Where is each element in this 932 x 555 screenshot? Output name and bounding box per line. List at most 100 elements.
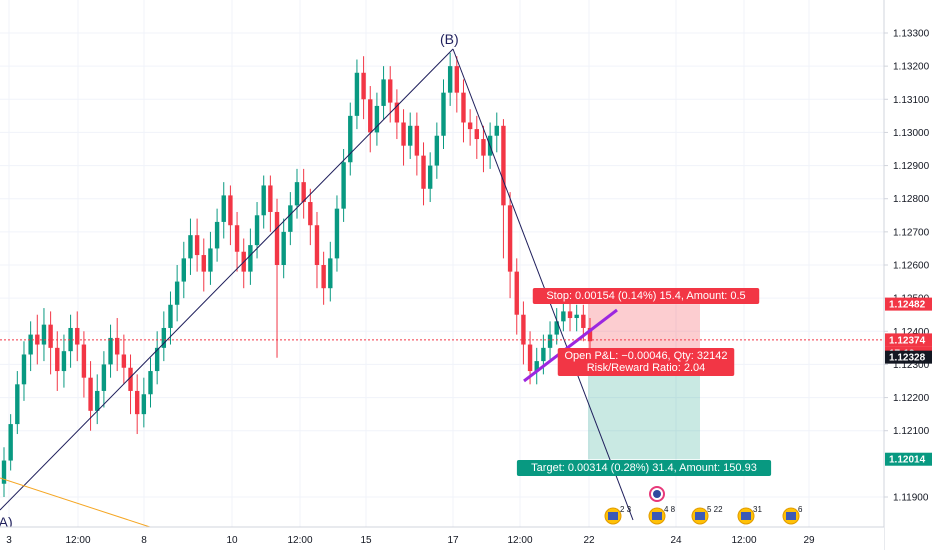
price-axis[interactable]: 1.13300 1.13200 1.13100 1.13000 1.12900 1.128… <box>883 0 932 550</box>
wave-label-a: (A) <box>0 514 13 530</box>
candle <box>474 115 479 159</box>
candle-body <box>101 364 107 391</box>
x-tick-label: 3 <box>6 535 12 546</box>
candle-body <box>541 347 546 362</box>
x-tick-label: 24 <box>670 535 682 546</box>
candle-body <box>521 314 526 345</box>
candle <box>268 175 273 232</box>
candle-body <box>301 182 306 203</box>
x-tick-label: 12:00 <box>287 535 312 546</box>
x-tick-label: 15 <box>360 535 372 546</box>
candle <box>547 321 553 362</box>
label-text: Open P&L: −0.00046, Qty: 32142 <box>565 350 728 362</box>
candle-body <box>88 377 93 411</box>
candle-body <box>148 371 153 395</box>
candle <box>248 228 253 285</box>
candle-body <box>194 235 200 256</box>
event-flag: 2 3 <box>604 505 632 525</box>
candle <box>274 198 280 358</box>
candle <box>168 291 173 345</box>
candle-body <box>461 92 466 123</box>
candle-body <box>21 354 27 385</box>
candle <box>101 351 107 408</box>
candle <box>334 195 340 272</box>
candle <box>88 361 93 431</box>
candle-body <box>55 347 60 372</box>
event-count: 2 3 <box>620 505 632 514</box>
candle-body <box>361 72 366 100</box>
y-tick-label: 1.13200 <box>893 62 930 73</box>
y-tick-label: 1.12800 <box>893 194 930 205</box>
target-label: Target: 0.00314 (0.28%) 31.4, Amount: 15… <box>516 460 772 476</box>
candle <box>115 318 120 372</box>
candle-body <box>434 135 440 166</box>
candle-body <box>421 155 426 189</box>
candle-body <box>401 122 406 146</box>
grid-lines <box>0 0 884 527</box>
candle-body <box>388 79 393 103</box>
y-tick-label: 1.13000 <box>893 128 930 139</box>
candle-body <box>474 129 479 140</box>
candle-body <box>261 185 266 216</box>
candle-body <box>454 66 460 93</box>
candle-body <box>561 311 566 322</box>
candle-body <box>208 248 213 272</box>
price-tag-bg <box>885 350 932 364</box>
flag-icon-inner <box>695 512 705 520</box>
x-tick-label: 8 <box>141 535 147 546</box>
event-flag: 4 8 <box>648 505 676 525</box>
candle-body <box>547 334 553 348</box>
y-tick-label: 1.11900 <box>893 493 929 504</box>
pnl-label: Open P&L: −0.00046, Qty: 32142Risk/Rewar… <box>557 348 735 376</box>
wave-line-a-b <box>0 48 454 511</box>
candle-body <box>494 125 499 136</box>
event-count: 6 <box>798 505 803 514</box>
candle <box>394 89 400 140</box>
candle-body <box>108 337 113 365</box>
y-tick-label: 1.12200 <box>893 393 930 404</box>
candle-body <box>441 92 446 136</box>
event-flag: 6 <box>782 505 803 525</box>
wave-line-b-c <box>452 48 634 521</box>
candle-body <box>161 327 167 348</box>
candle-body <box>394 102 400 123</box>
candle-body <box>68 327 73 352</box>
candle <box>288 192 293 246</box>
candle-body <box>341 162 346 209</box>
time-axis[interactable]: 3 12:00 8 10 12:00 15 17 12:00 22 24 12:00 29 <box>0 526 884 550</box>
candle <box>374 92 380 146</box>
candle-body <box>467 122 473 130</box>
y-tick-label: 1.13300 <box>893 29 930 40</box>
candle-body <box>581 314 586 328</box>
economic-events: 2 3 4 8 5 22 31 6 <box>604 486 803 525</box>
target-price-tag: 1.12014 <box>885 452 932 466</box>
candle <box>381 66 386 120</box>
price-tag-text: 1.12328 <box>889 353 926 364</box>
candle-body <box>181 258 186 282</box>
wave-label-b: (B) <box>440 31 459 47</box>
candle <box>161 311 167 362</box>
label-box <box>532 288 760 304</box>
candle-body <box>354 72 360 116</box>
candle-body <box>188 235 193 259</box>
position-zones <box>588 304 700 460</box>
event-count: 31 <box>753 505 762 514</box>
flag-icon-inner <box>608 512 618 520</box>
candle-body <box>234 225 240 252</box>
candle-body <box>414 125 420 156</box>
candle-body <box>81 344 87 378</box>
x-tick-label: 22 <box>583 535 595 546</box>
candle <box>308 188 313 246</box>
candle <box>427 152 433 203</box>
candle-body <box>201 255 206 272</box>
candle-body <box>274 211 280 265</box>
candle <box>294 168 300 219</box>
news-icon-inner <box>653 490 661 498</box>
candle-body <box>574 314 579 319</box>
y-tick-label: 1.12600 <box>893 261 930 272</box>
event-flag: 31 <box>737 505 762 525</box>
flag-icon-inner <box>652 512 662 520</box>
candle <box>95 374 100 425</box>
